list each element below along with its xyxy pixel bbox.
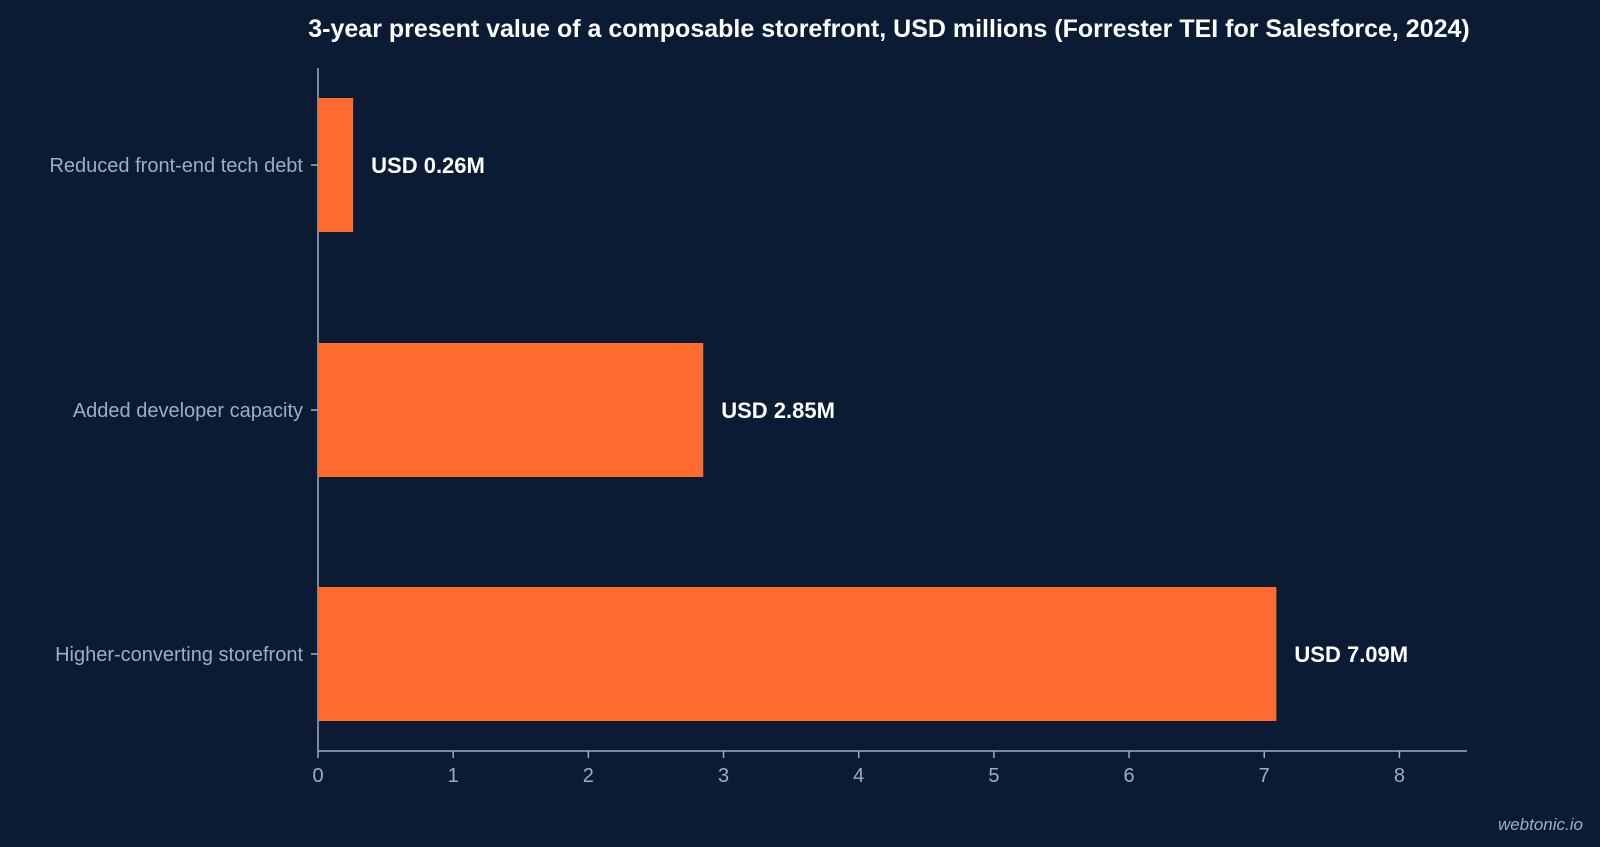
x-tick-label: 1 <box>448 765 459 787</box>
category-label: Reduced front-end tech debt <box>49 155 303 177</box>
bar <box>318 98 354 232</box>
chart-marks: Reduced front-end tech debt USD 0.26M Adde… <box>49 98 1408 721</box>
x-tick-label: 6 <box>1123 765 1134 787</box>
x-tick-label: 4 <box>853 765 864 787</box>
credit-text: webtonic.io <box>1498 815 1583 834</box>
bar <box>318 343 704 477</box>
x-tick-label: 2 <box>583 765 594 787</box>
x-tick-label: 8 <box>1394 765 1405 787</box>
data-label: USD 7.09M <box>1294 642 1408 667</box>
x-tick-label: 0 <box>312 765 323 787</box>
category-label: Higher-converting storefront <box>55 644 303 666</box>
x-tick-label: 3 <box>718 765 729 787</box>
x-tick-label: 5 <box>988 765 999 787</box>
x-axis-ticks: 0 1 2 3 4 5 6 7 8 <box>312 751 1405 787</box>
category-label: Added developer capacity <box>73 400 303 422</box>
x-tick-label: 7 <box>1259 765 1270 787</box>
data-label: USD 2.85M <box>721 398 835 423</box>
chart-title: 3-year present value of a composable sto… <box>308 15 1469 43</box>
data-label: USD 0.26M <box>371 153 485 178</box>
bar <box>318 587 1277 721</box>
